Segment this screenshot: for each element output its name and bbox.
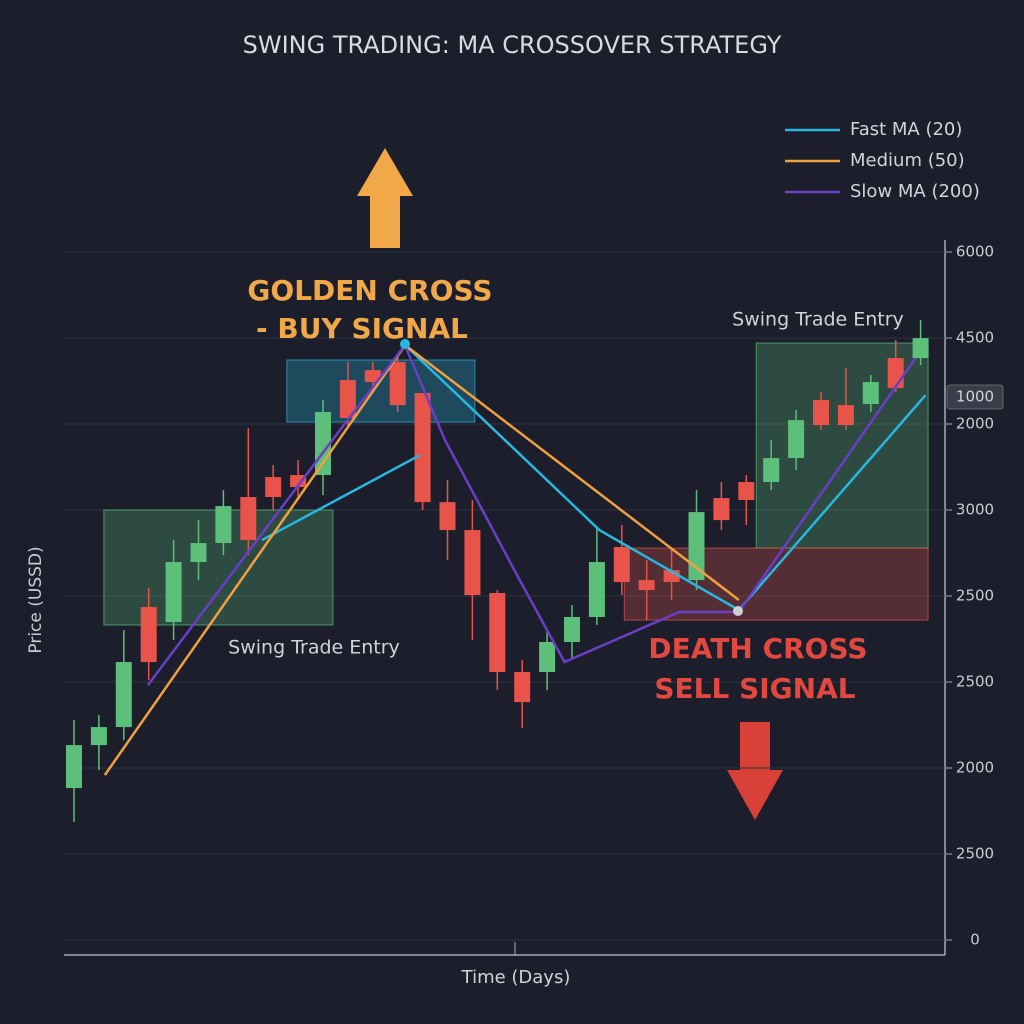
- candle-body: [190, 543, 207, 563]
- buy-arrow: [357, 148, 413, 248]
- cross-point: [400, 339, 410, 349]
- y-axis-label: Price (USSD): [26, 546, 46, 653]
- y-tick-label: 2500: [956, 673, 994, 691]
- candle-body: [613, 547, 630, 583]
- candle-body: [688, 512, 705, 581]
- candle-body: [738, 482, 755, 501]
- candle-body: [66, 745, 82, 789]
- candle-body: [115, 662, 132, 728]
- candle-body: [265, 477, 282, 498]
- candle-body: [464, 530, 481, 596]
- candle-body: [215, 506, 232, 544]
- candle-body: [539, 641, 556, 673]
- zone: [103, 509, 334, 626]
- candle-body: [339, 380, 356, 419]
- candle-body: [240, 497, 257, 541]
- cross-point: [733, 606, 743, 616]
- annotation: DEATH CROSS: [648, 632, 867, 665]
- candle-body: [290, 475, 307, 488]
- candle-body: [788, 420, 805, 459]
- annotation: 1000: [956, 388, 994, 406]
- candle-body: [364, 370, 381, 383]
- candle-body: [887, 358, 904, 389]
- value-badge: [946, 384, 1004, 410]
- y-tick-label: 2000: [956, 415, 994, 433]
- candle-body: [414, 393, 431, 503]
- candle-body: [439, 502, 456, 531]
- y-tick-label: 0: [970, 931, 980, 949]
- x-axis-label: Time (Days): [461, 967, 571, 988]
- candle-body: [638, 580, 655, 591]
- candle-body: [813, 400, 829, 426]
- legend-label: Medium (50): [850, 150, 965, 171]
- annotation: GOLDEN CROSS: [247, 274, 492, 307]
- y-tick-label: 4500: [956, 329, 994, 347]
- candle-body: [564, 616, 580, 642]
- candle-body: [862, 382, 879, 405]
- candle-body: [663, 570, 680, 583]
- zone: [286, 359, 476, 423]
- ma-line: [261, 344, 927, 612]
- legend-label: Fast MA (20): [850, 119, 962, 140]
- ma-line: [146, 342, 917, 686]
- candle-body: [90, 727, 107, 746]
- annotation: Swing Trade Entry: [732, 309, 904, 331]
- chart-title: SWING TRADING: MA CROSSOVER STRATEGY: [243, 31, 782, 59]
- candle-body: [763, 458, 780, 483]
- candle-body: [140, 607, 157, 663]
- y-tick-label: 6000: [956, 243, 994, 261]
- candle-body: [489, 593, 506, 673]
- candle-body: [837, 405, 854, 426]
- y-tick-label: 2000: [956, 759, 994, 777]
- candle-body: [713, 498, 730, 521]
- annotation: SELL SIGNAL: [654, 672, 855, 705]
- candle-body: [514, 672, 531, 703]
- sell-arrow: [727, 722, 783, 820]
- candle-body: [588, 562, 605, 617]
- y-tick-label: 2500: [956, 587, 994, 605]
- y-tick-label: 2500: [956, 845, 994, 863]
- candle-body: [912, 338, 929, 359]
- y-tick-label: 3000: [956, 501, 994, 519]
- legend-label: Slow MA (200): [850, 181, 980, 202]
- annotation: Swing Trade Entry: [228, 637, 400, 659]
- annotation: - BUY SIGNAL: [256, 312, 468, 345]
- candle-body: [389, 362, 406, 406]
- candle-body: [165, 562, 182, 623]
